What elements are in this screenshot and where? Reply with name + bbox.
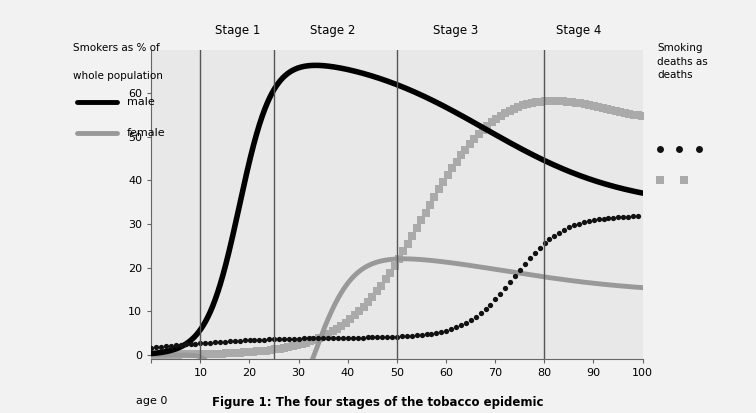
- Text: Stage 3: Stage 3: [433, 24, 479, 37]
- Text: Stage 2: Stage 2: [310, 24, 356, 37]
- Text: female: female: [127, 128, 166, 138]
- Text: age 0: age 0: [135, 396, 167, 406]
- Text: Figure 1: The four stages of the tobacco epidemic: Figure 1: The four stages of the tobacco…: [212, 396, 544, 409]
- Text: Stage 1: Stage 1: [215, 24, 260, 37]
- Text: Smoking
deaths as
deaths: Smoking deaths as deaths: [657, 43, 708, 80]
- Text: Smokers as % of: Smokers as % of: [73, 43, 160, 53]
- Text: male: male: [127, 97, 154, 107]
- Text: whole population: whole population: [73, 71, 163, 81]
- Text: Stage 4: Stage 4: [556, 24, 602, 37]
